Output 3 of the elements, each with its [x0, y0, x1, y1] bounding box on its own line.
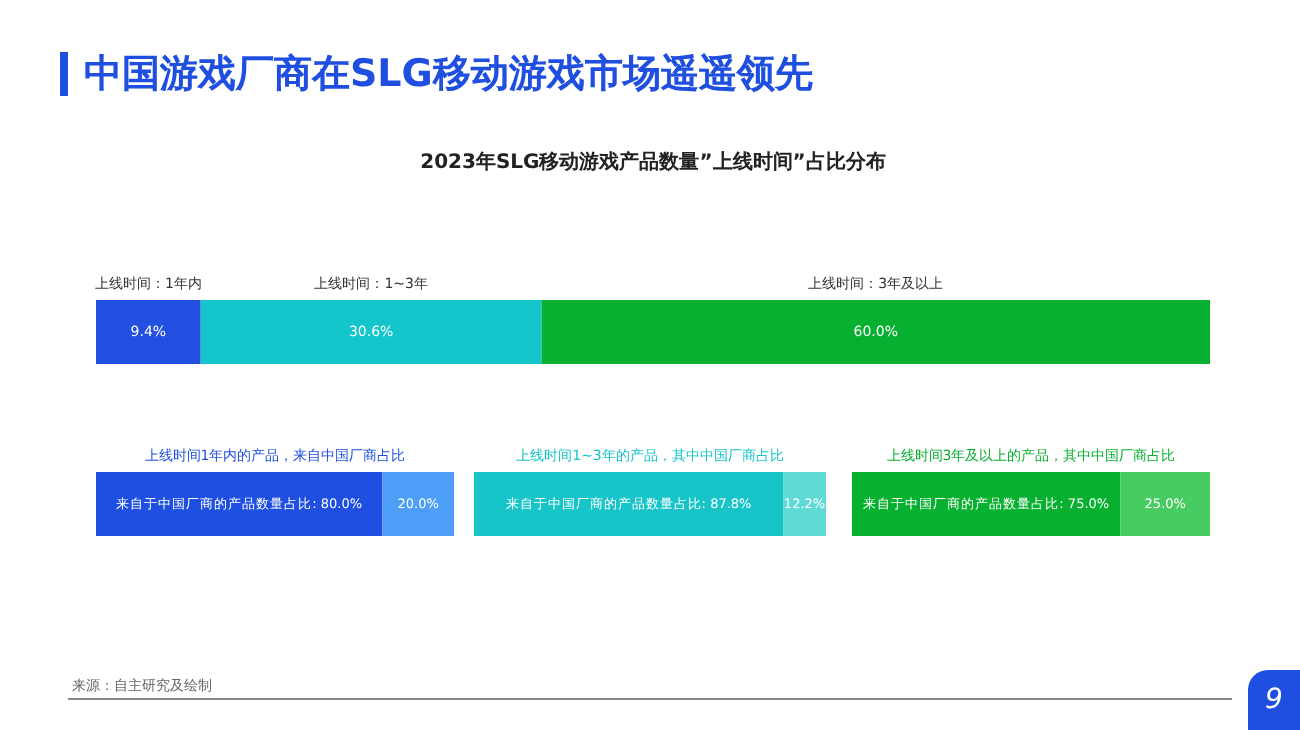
- chart-subtitle: 2023年SLG移动游戏产品数量”上线时间”占比分布: [420, 150, 886, 174]
- text: 9: [1248, 670, 1300, 730]
- chart-title: 中国游戏厂商在SLG移动游戏市场遥遥领先: [60, 52, 813, 96]
